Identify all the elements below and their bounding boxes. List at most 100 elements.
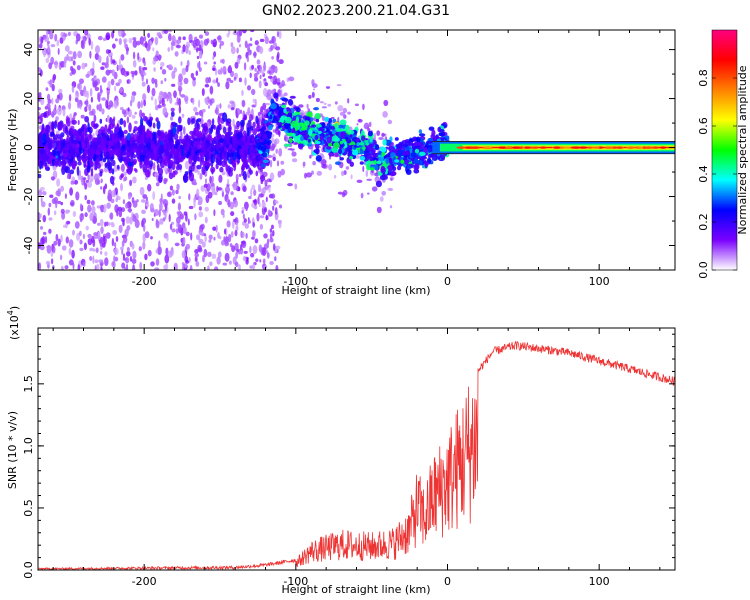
noise-blob [244, 77, 247, 86]
noise-blob [48, 202, 52, 208]
spectral-blob [390, 152, 396, 158]
noise-blob [69, 113, 73, 120]
noise-blob [269, 159, 273, 168]
noise-blob [137, 101, 141, 109]
spectral-blob [400, 159, 405, 164]
y-tick-label: 20 [22, 92, 35, 106]
spectral-blob [347, 146, 353, 151]
noise-blob [387, 187, 394, 191]
noise-blob [42, 214, 47, 223]
noise-blob [110, 55, 113, 65]
noise-blob [142, 194, 148, 199]
noise-blob [233, 218, 237, 223]
spectral-blob [267, 124, 273, 131]
spectral-blob [164, 131, 168, 141]
noise-blob [70, 180, 75, 185]
noise-blob [143, 35, 147, 42]
spectral-blob [107, 140, 113, 146]
spectral-blob [201, 166, 206, 176]
spectral-blob [298, 143, 304, 150]
noise-blob [39, 244, 45, 251]
noise-blob [253, 205, 258, 210]
noise-blob [84, 195, 87, 201]
noise-blob [105, 99, 109, 109]
noise-blob [97, 222, 101, 226]
noise-blob [43, 231, 47, 236]
noise-blob [244, 40, 248, 49]
noise-blob [131, 114, 136, 119]
noise-blob [119, 87, 123, 93]
noise-blob [212, 56, 215, 60]
spectral-blob [149, 116, 154, 122]
noise-blob [196, 188, 200, 197]
noise-blob [278, 204, 283, 209]
noise-blob [106, 202, 111, 209]
noise-blob [213, 51, 217, 58]
spectral-blob [286, 131, 292, 137]
noise-blob [231, 245, 236, 253]
spectral-blob [140, 142, 144, 151]
noise-blob [274, 200, 279, 204]
noise-blob [362, 103, 365, 111]
noise-blob [213, 209, 216, 217]
noise-blob [64, 210, 69, 215]
spectral-blob [252, 128, 257, 136]
spectral-blob [428, 137, 433, 142]
noise-blob [64, 45, 70, 52]
noise-blob [221, 188, 224, 193]
noise-blob [40, 197, 43, 203]
spectral-blob [215, 141, 220, 149]
spectral-blob [227, 126, 232, 133]
noise-blob [160, 80, 164, 85]
noise-blob [345, 166, 350, 170]
noise-blob [220, 208, 225, 216]
spectral-blob [65, 125, 68, 135]
noise-blob [179, 81, 183, 86]
spectral-blob [366, 164, 371, 171]
spectral-blob [242, 170, 247, 181]
noise-blob [178, 73, 183, 83]
spectral-blob [326, 122, 331, 130]
noise-blob [312, 161, 316, 166]
spectral-blob [231, 147, 236, 152]
colorbar-label: Normalized spectral amplitude [736, 65, 749, 234]
noise-blob [316, 170, 322, 176]
noise-blob [272, 156, 276, 162]
spectral-blob [55, 150, 61, 156]
noise-blob [216, 104, 221, 108]
noise-blob [166, 191, 171, 197]
carrier-peak [564, 146, 573, 149]
spectral-blob [384, 175, 388, 180]
spectral-blob [111, 159, 116, 167]
svg-text:(x104): (x104) [6, 306, 21, 340]
spectral-blob [429, 154, 435, 158]
spectral-blob [173, 133, 179, 141]
noise-blob [94, 265, 97, 270]
noise-blob [171, 83, 176, 87]
noise-blob [321, 164, 327, 169]
noise-blob [107, 80, 111, 90]
spectral-blob [71, 119, 77, 125]
noise-blob [176, 183, 180, 191]
noise-blob [127, 107, 130, 112]
noise-blob [163, 209, 166, 216]
noise-blob [205, 77, 210, 84]
spectral-blob [359, 161, 364, 165]
noise-blob [213, 236, 216, 241]
noise-blob [123, 171, 127, 176]
noise-blob [294, 142, 299, 145]
spectral-blob [45, 128, 49, 134]
noise-blob [79, 203, 83, 211]
noise-blob [177, 202, 181, 211]
spectral-blob [172, 170, 176, 178]
noise-blob [205, 178, 207, 185]
spectral-blob [153, 154, 158, 162]
spectral-blob [64, 166, 70, 174]
noise-blob [270, 44, 274, 51]
spectral-blob [238, 138, 243, 146]
colorbar: 0.0 0.2 0.4 0.6 0.8 Normalized spectral ampl… [697, 29, 749, 279]
noise-blob [171, 35, 176, 45]
noise-blob [162, 217, 166, 222]
noise-blob [86, 199, 91, 205]
spectral-blob [283, 143, 291, 147]
